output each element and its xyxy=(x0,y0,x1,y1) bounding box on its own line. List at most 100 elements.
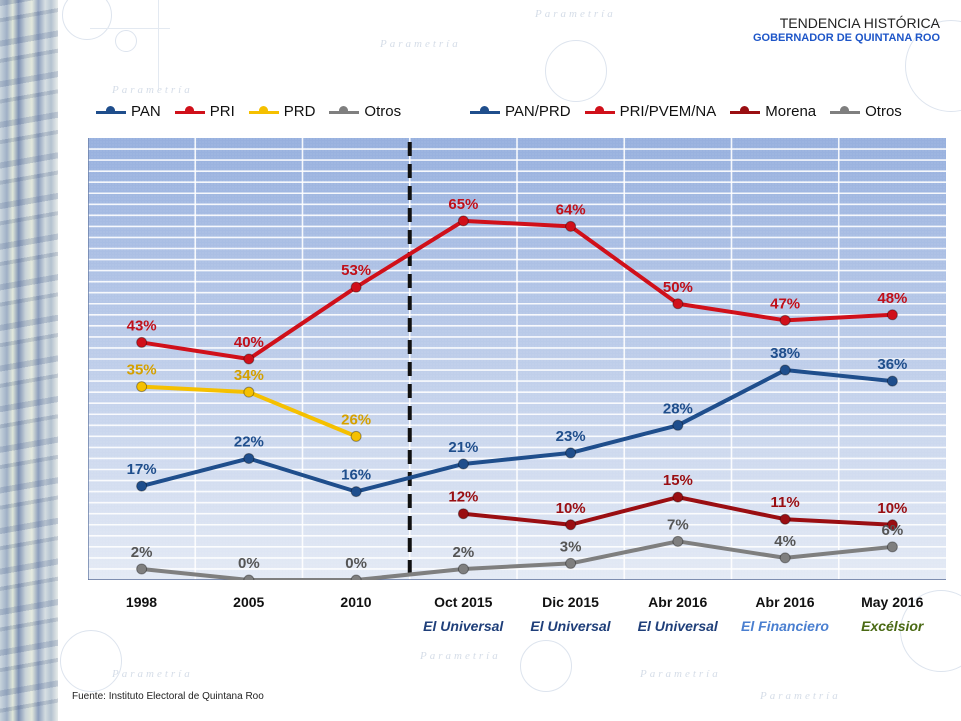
data-point xyxy=(243,386,255,398)
chart-title: TENDENCIA HISTÓRICA xyxy=(779,15,940,31)
data-label: 28% xyxy=(663,400,693,417)
legend-line-marker-icon xyxy=(830,105,861,117)
data-point xyxy=(779,513,791,525)
data-label: 7% xyxy=(667,516,689,533)
data-label: 21% xyxy=(448,439,478,456)
data-point xyxy=(136,336,148,348)
data-label: 48% xyxy=(877,290,907,307)
data-point xyxy=(350,430,362,442)
x-tick-label: Abr 2016 xyxy=(648,594,708,610)
legend-label: Otros xyxy=(364,102,402,120)
series-line-otros xyxy=(141,566,357,580)
poll-source-label: El Universal xyxy=(423,618,504,634)
data-point xyxy=(457,215,469,227)
data-label: 64% xyxy=(556,201,586,218)
data-label: 22% xyxy=(234,433,264,450)
data-label: 65% xyxy=(448,196,478,213)
data-label: 34% xyxy=(234,367,264,384)
data-label: 17% xyxy=(127,461,157,478)
data-point xyxy=(457,508,469,520)
data-point xyxy=(672,491,684,503)
watermark-text: Parametría xyxy=(640,668,721,680)
data-point xyxy=(136,381,148,393)
data-label: 0% xyxy=(345,555,367,572)
legend-label: PRI xyxy=(209,102,235,120)
data-label: 4% xyxy=(774,533,796,550)
series-bridge-line xyxy=(354,218,466,290)
data-point xyxy=(672,298,684,310)
data-label: 2% xyxy=(131,544,153,561)
legend-label: PAN xyxy=(131,102,161,120)
legend-line-marker-icon xyxy=(329,105,360,117)
data-point xyxy=(886,541,898,553)
data-point xyxy=(886,309,898,321)
data-point xyxy=(457,563,469,575)
legend-label: Morena xyxy=(765,102,817,120)
poll-source-label: El Universal xyxy=(637,618,718,634)
legend-item: Otros xyxy=(830,103,902,120)
data-point xyxy=(565,519,577,531)
series-bridge-line xyxy=(354,461,466,494)
legend-item: PRD xyxy=(248,102,316,120)
poll-source-label: Excélsior xyxy=(861,618,924,634)
poll-source-label: El Financiero xyxy=(741,618,829,634)
x-tick-label: 2005 xyxy=(233,594,265,610)
watermark-text: Parametría xyxy=(112,668,193,680)
data-label: 35% xyxy=(127,362,157,379)
watermark-text: Parametría xyxy=(760,690,841,702)
data-label: 26% xyxy=(341,411,371,428)
legend-label: PRD xyxy=(283,102,316,120)
data-point xyxy=(136,563,148,575)
data-point xyxy=(350,486,362,498)
legend-polls: PAN/PRD PRI/PVEM/NA Morena Otros xyxy=(470,101,916,121)
data-label: 38% xyxy=(770,345,800,362)
data-point xyxy=(243,574,255,580)
watermark-line xyxy=(90,28,170,29)
data-label: 3% xyxy=(560,538,582,555)
line-chart: 17% 22% 16% 43% 40% 53% 35% 34% 26% 2% 0% 0% 21% 23% 2… xyxy=(88,138,946,580)
x-tick-label: 2010 xyxy=(340,594,372,610)
legend-line-marker-icon xyxy=(96,105,126,117)
legend-label: PAN/PRD xyxy=(505,102,571,120)
data-label: 2% xyxy=(453,544,475,561)
data-point xyxy=(886,375,898,387)
data-point xyxy=(886,519,898,531)
watermark-circle xyxy=(62,0,112,40)
data-label: 15% xyxy=(663,472,693,489)
legend-line-marker-icon xyxy=(248,105,279,117)
data-point xyxy=(136,480,148,492)
data-label: 43% xyxy=(127,317,157,334)
data-point xyxy=(350,574,362,580)
watermark-text: Parametría xyxy=(112,84,193,96)
poll-source-label: El Universal xyxy=(530,618,611,634)
watermark-circle xyxy=(545,40,607,102)
data-point xyxy=(779,314,791,326)
x-tick-label: 1998 xyxy=(125,594,158,610)
watermark-circle xyxy=(520,640,572,692)
watermark-text: Parametría xyxy=(420,650,501,662)
data-point xyxy=(565,220,577,232)
x-tick-label: Dic 2015 xyxy=(542,594,599,610)
data-label: 10% xyxy=(877,500,907,517)
legend-line-marker-icon xyxy=(730,105,761,117)
legend-label: Otros xyxy=(865,102,902,120)
watermark-line xyxy=(158,0,159,90)
data-label: 23% xyxy=(556,428,586,445)
decorative-side-image xyxy=(0,0,58,721)
data-point xyxy=(243,353,255,365)
source-note: Fuente: Instituto Electoral de Quintana … xyxy=(72,691,264,702)
data-point xyxy=(779,552,791,564)
x-tick-label: Oct 2015 xyxy=(434,594,493,610)
data-point xyxy=(672,419,684,431)
x-tick-label: May 2016 xyxy=(861,594,924,610)
data-point xyxy=(779,364,791,376)
data-point xyxy=(672,535,684,547)
series-bridge-line xyxy=(354,566,466,580)
legend-line-marker-icon xyxy=(174,105,205,117)
data-label: 12% xyxy=(448,489,478,506)
data-label: 47% xyxy=(770,295,800,312)
x-tick-label: Abr 2016 xyxy=(755,594,815,610)
data-label: 53% xyxy=(341,262,371,279)
legend-item: PRI xyxy=(174,102,235,120)
chart-subtitle: GOBERNADOR DE QUINTANA ROO xyxy=(753,32,940,44)
